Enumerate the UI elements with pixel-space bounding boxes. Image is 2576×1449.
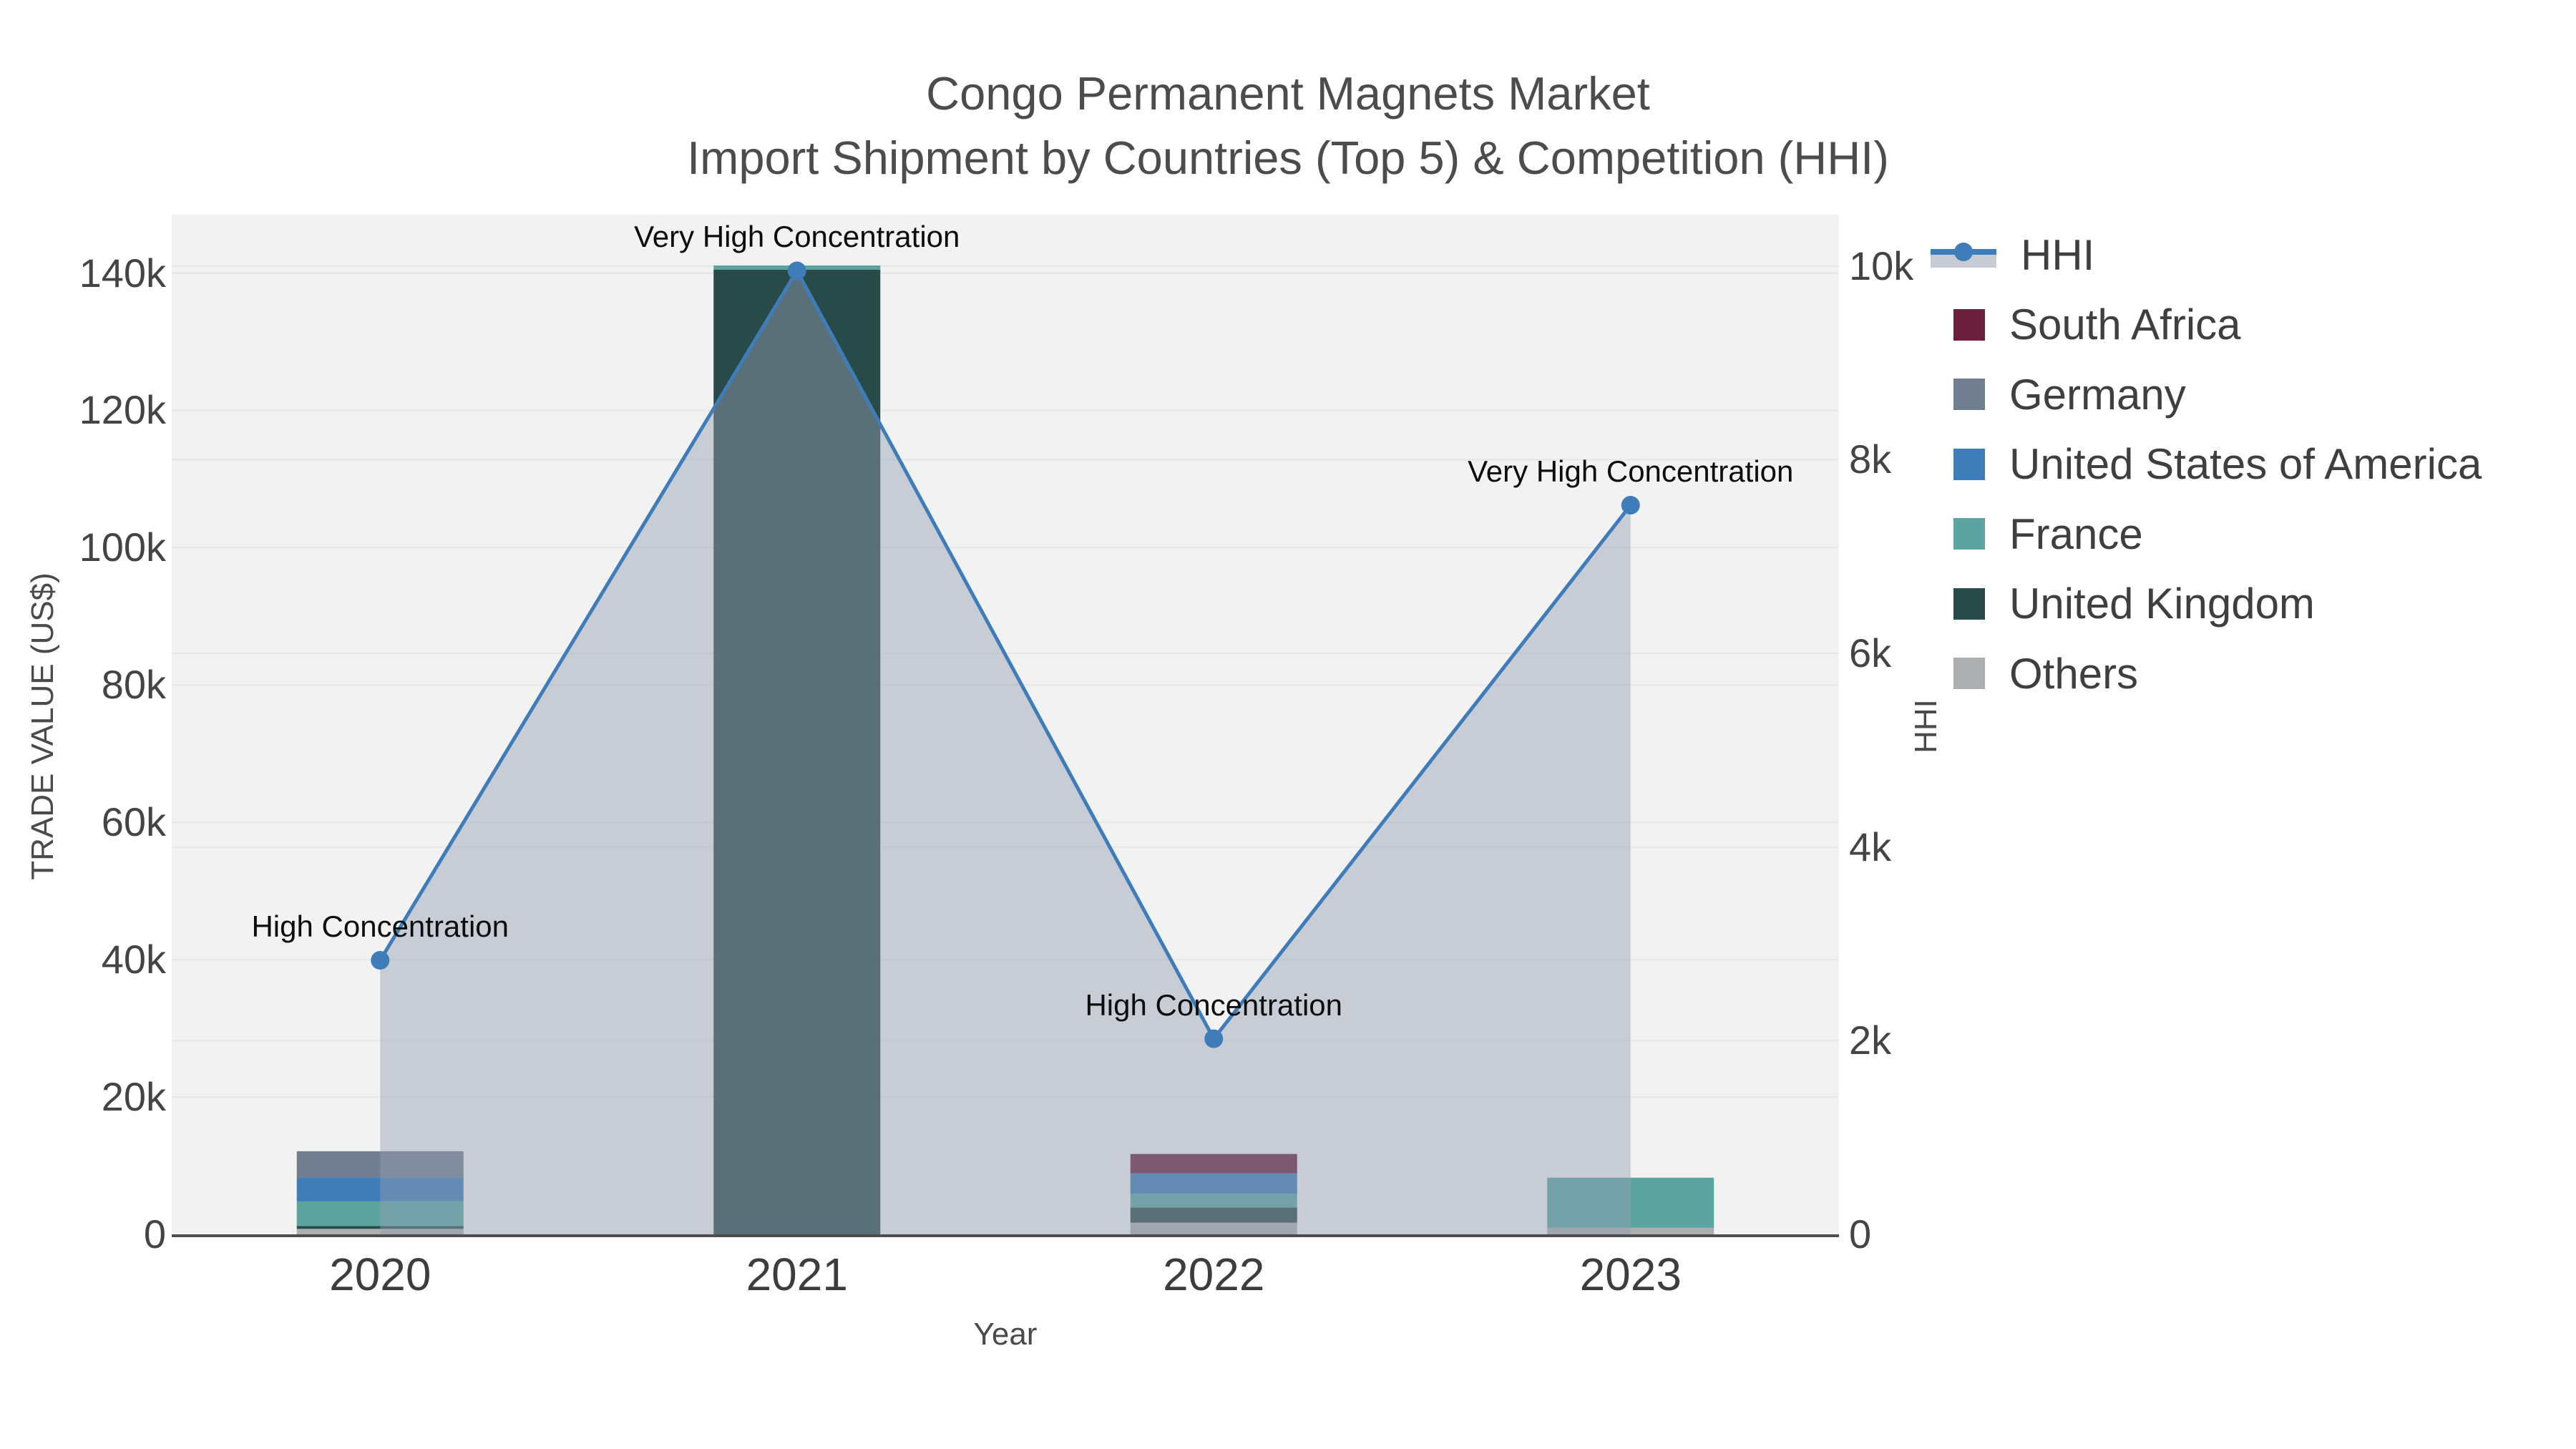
x-tick-2022: 2022: [1163, 1249, 1265, 1300]
bar-segment-france-2022: [1130, 1194, 1297, 1208]
legend-item-south-africa[interactable]: South Africa: [1931, 299, 2241, 351]
bar-segment-france-2020: [296, 1201, 464, 1226]
legend-label: Others: [2009, 649, 2139, 698]
legend-label: France: [2009, 509, 2143, 558]
hhi-marker-2020: [371, 951, 390, 970]
annotation-2022: High Concentration: [1085, 987, 1343, 1022]
bar-segment-united-kingdom-2020: [296, 1226, 464, 1229]
hhi-line: [379, 267, 1632, 1043]
y-left-tick-140k: 140k: [79, 250, 166, 296]
legend-label: United Kingdom: [2009, 580, 2315, 628]
bar-segment-united-kingdom-2022: [1130, 1207, 1297, 1223]
legend-label: South Africa: [2009, 301, 2241, 348]
legend-swatch-icon: [1953, 448, 1985, 480]
chart-title: Congo Permanent Magnets Market Import Sh…: [0, 62, 2576, 190]
annotation-2021: Very High Concentration: [634, 220, 960, 254]
y-left-tick-20k: 20k: [101, 1074, 166, 1120]
annotation-2023: Very High Concentration: [1468, 454, 1794, 488]
bar-segment-germany-2020: [296, 1151, 464, 1178]
legend-item-united-kingdom[interactable]: United Kingdom: [1931, 578, 2315, 630]
bar-segment-others-2022: [1130, 1222, 1297, 1234]
bar-segment-united-states-of-america-2022: [1130, 1173, 1297, 1194]
y-left-tick-100k: 100k: [79, 525, 166, 570]
hhi-area-fill: [380, 270, 1631, 1235]
legend-swatch-icon: [1953, 518, 1985, 550]
legend-item-hhi[interactable]: HHI: [1931, 229, 2094, 280]
legend-item-united-states-of-america[interactable]: United States of America: [1931, 439, 2482, 490]
legend-swatch-icon: [1953, 379, 1985, 410]
y-left-tick-80k: 80k: [101, 662, 166, 708]
hhi-line-swatch-icon: [1931, 239, 1996, 270]
y-right-tick-0: 0: [1849, 1211, 1872, 1257]
bar-segment-united-kingdom-2021: [713, 269, 881, 1234]
y-right-tick-4k: 4k: [1849, 824, 1892, 869]
y-right-tick-10k: 10k: [1849, 243, 1914, 288]
bar-segment-others-2020: [296, 1229, 464, 1234]
x-tick-2020: 2020: [329, 1249, 431, 1300]
bar-segment-south-africa-2022: [1130, 1153, 1297, 1174]
hhi-marker-2021: [787, 261, 806, 280]
hhi-marker-2023: [1621, 495, 1640, 514]
bar-segment-united-states-of-america-2020: [296, 1177, 464, 1201]
y-left-tick-120k: 120k: [79, 387, 166, 433]
annotation-2020: High Concentration: [251, 909, 509, 944]
y-left-tick-0: 0: [143, 1211, 166, 1257]
legend-item-germany[interactable]: Germany: [1931, 369, 2186, 420]
x-axis-title: Year: [973, 1317, 1038, 1352]
y-right-tick-2k: 2k: [1849, 1018, 1892, 1063]
legend-swatch-icon: [1953, 308, 1985, 341]
legend-swatch-icon: [1953, 658, 1985, 689]
plot-background: [172, 215, 1839, 1234]
legend-label: HHI: [2021, 230, 2095, 279]
legend-label: Germany: [2009, 370, 2186, 419]
legend-item-france[interactable]: France: [1931, 508, 2143, 560]
x-tick-2021: 2021: [746, 1249, 848, 1300]
legend-label: United States of America: [2009, 440, 2482, 488]
y-left-tick-40k: 40k: [101, 937, 166, 982]
y-right-tick-8k: 8k: [1849, 436, 1892, 482]
legend-swatch-icon: [1953, 587, 1985, 620]
chart-title-line2: Import Shipment by Countries (Top 5) & C…: [687, 132, 1889, 184]
x-tick-2023: 2023: [1579, 1249, 1682, 1300]
bar-segment-france-2023: [1547, 1177, 1714, 1228]
hhi-marker-2022: [1204, 1029, 1224, 1048]
legend-item-others[interactable]: Others: [1931, 648, 2138, 699]
bar-segment-others-2023: [1547, 1227, 1714, 1234]
y-right-tick-6k: 6k: [1849, 630, 1892, 676]
y-left-tick-60k: 60k: [101, 799, 166, 845]
chart-title-line1: Congo Permanent Magnets Market: [926, 67, 1650, 119]
